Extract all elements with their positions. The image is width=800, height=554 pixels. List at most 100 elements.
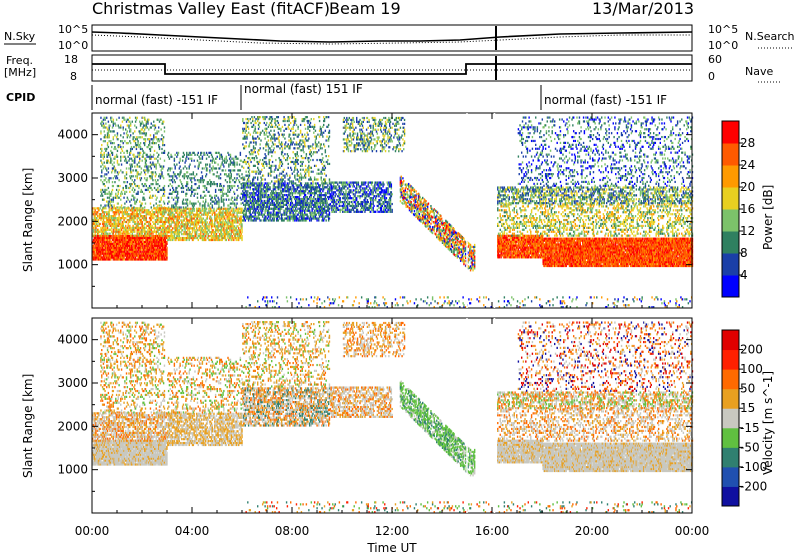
power-cell [151, 209, 152, 211]
power-cell [263, 163, 264, 165]
power-cell [189, 189, 190, 191]
power-cell [116, 175, 117, 177]
power-cell [238, 239, 239, 241]
power-cell [192, 210, 193, 212]
power-cell [268, 210, 269, 212]
power-cell [258, 118, 259, 120]
power-cell [276, 194, 277, 196]
power-cell [195, 235, 196, 237]
power-cell [124, 177, 125, 179]
power-cell [166, 249, 167, 251]
power-cell [211, 227, 212, 229]
power-cell [127, 251, 128, 253]
power-cell [264, 300, 265, 302]
power-cell [237, 215, 238, 217]
power-cell [114, 158, 115, 160]
power-cell [237, 225, 238, 227]
power-cell [119, 209, 120, 211]
power-cell [118, 179, 119, 181]
power-cell [146, 177, 147, 179]
power-cell [193, 160, 194, 162]
power-cell [247, 190, 248, 192]
power-cell [111, 204, 112, 206]
power-cell [141, 177, 142, 179]
power-cell [159, 185, 160, 187]
power-cell [118, 233, 119, 235]
power-cell [240, 154, 241, 156]
power-cell [102, 181, 103, 183]
power-cell [220, 223, 221, 225]
power-cell [160, 209, 161, 211]
power-cell [99, 231, 100, 233]
power-cell [113, 229, 114, 231]
power-cell [137, 225, 138, 227]
power-cell [187, 171, 188, 173]
power-cell [238, 179, 239, 181]
power-cell [157, 231, 158, 233]
power-cell [154, 211, 155, 213]
power-cell [245, 163, 246, 165]
power-cell [250, 184, 251, 186]
power-cell [155, 225, 156, 227]
power-cell [127, 142, 128, 144]
power-cell [205, 239, 206, 241]
power-cell [202, 219, 203, 221]
power-cell [243, 215, 244, 217]
power-cell [153, 121, 154, 123]
power-cell [177, 191, 178, 193]
power-cell [175, 191, 176, 193]
power-cell [105, 136, 106, 138]
power-cell [150, 235, 151, 237]
power-cell [184, 219, 185, 221]
power-cell [187, 225, 188, 227]
power-cell [231, 177, 232, 179]
power-cell [258, 215, 259, 217]
power-cell [169, 223, 170, 225]
power-cell [136, 119, 137, 121]
power-cell [117, 132, 118, 134]
power-cell [123, 132, 124, 134]
power-cell [208, 202, 209, 204]
power-cell [104, 217, 105, 219]
power-cell [99, 225, 100, 227]
power-cell [261, 206, 262, 208]
power-cell [110, 150, 111, 152]
frequency-panel-frame [92, 55, 692, 81]
power-cell [114, 156, 115, 158]
power-cell [170, 167, 171, 169]
power-cell [94, 251, 95, 253]
power-cell [135, 202, 136, 204]
power-cell [164, 231, 165, 233]
power-cell [142, 229, 143, 231]
power-cell [259, 126, 260, 128]
power-cell [93, 231, 94, 233]
power-cell [152, 140, 153, 142]
power-cell [106, 223, 107, 225]
power-cell [116, 245, 117, 247]
power-cell [246, 136, 247, 138]
power-cell [137, 154, 138, 156]
power-cell [189, 219, 190, 221]
power-cell [238, 187, 239, 189]
power-cell [253, 176, 254, 178]
noise-sky-line [92, 32, 692, 42]
power-cell [106, 217, 107, 219]
power-cell [122, 213, 123, 215]
power-cell [222, 195, 223, 197]
power-cell [220, 191, 221, 193]
power-cell [120, 158, 121, 160]
power-cell [166, 251, 167, 253]
power-cell [245, 214, 246, 216]
power-cell [130, 130, 131, 132]
power-cell [109, 181, 110, 183]
power-cell [224, 162, 225, 164]
power-cell [225, 237, 226, 239]
power-cell [198, 167, 199, 169]
power-cell [222, 163, 223, 165]
power-cell [194, 165, 195, 167]
power-cell [259, 184, 260, 186]
power-cell [260, 210, 261, 212]
power-cell [212, 239, 213, 241]
power-cell [250, 153, 251, 155]
power-cell [151, 138, 152, 140]
